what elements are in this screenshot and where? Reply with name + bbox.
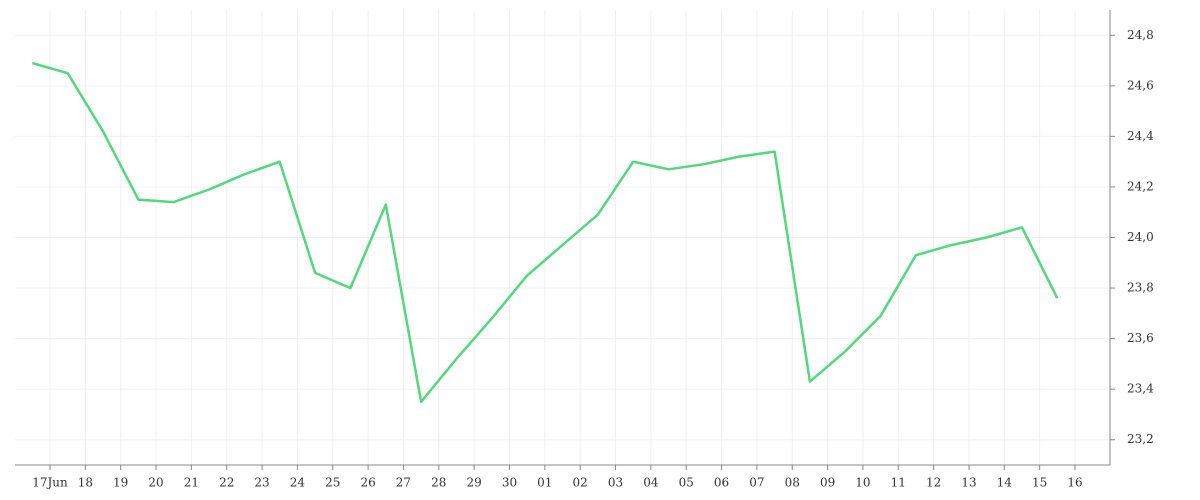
x-tick-label: 06 bbox=[714, 476, 729, 490]
y-tick-label: 23,6 bbox=[1127, 331, 1154, 345]
x-tick-label: 18 bbox=[78, 476, 93, 490]
x-tick-label: 03 bbox=[608, 476, 623, 490]
x-tick-label: 16 bbox=[1067, 476, 1082, 490]
x-tick-label: 25 bbox=[325, 476, 340, 490]
x-tick-label: 09 bbox=[820, 476, 835, 490]
x-tick-label: 29 bbox=[466, 476, 481, 490]
y-tick-label: 24,8 bbox=[1127, 28, 1154, 42]
x-tick-label: 07 bbox=[749, 476, 764, 490]
y-tick-label: 23,2 bbox=[1127, 432, 1154, 446]
y-tick-label: 24,0 bbox=[1127, 230, 1154, 244]
x-tick-label: 10 bbox=[855, 476, 870, 490]
x-tick-label: 26 bbox=[360, 476, 375, 490]
x-tick-label: 01 bbox=[537, 476, 552, 490]
x-tick-label: 17Jun bbox=[32, 476, 68, 490]
y-tick-label: 24,2 bbox=[1127, 179, 1154, 193]
x-tick-label: 28 bbox=[431, 476, 446, 490]
x-tick-label: 27 bbox=[396, 476, 411, 490]
y-tick-label: 23,8 bbox=[1127, 281, 1154, 295]
x-tick-label: 23 bbox=[254, 476, 269, 490]
x-tick-label: 05 bbox=[679, 476, 694, 490]
x-tick-label: 14 bbox=[997, 476, 1013, 490]
x-tick-label: 12 bbox=[926, 476, 941, 490]
y-tick-label: 23,4 bbox=[1127, 382, 1154, 396]
x-tick-label: 24 bbox=[290, 476, 306, 490]
x-tick-label: 19 bbox=[113, 476, 128, 490]
x-tick-label: 15 bbox=[1032, 476, 1047, 490]
x-tick-label: 11 bbox=[891, 476, 906, 490]
x-tick-label: 13 bbox=[961, 476, 976, 490]
x-tick-label: 30 bbox=[502, 476, 517, 490]
x-tick-label: 02 bbox=[573, 476, 588, 490]
x-tick-label: 20 bbox=[148, 476, 163, 490]
x-tick-label: 21 bbox=[184, 476, 199, 490]
y-tick-label: 24,6 bbox=[1127, 78, 1154, 92]
y-tick-label: 24,4 bbox=[1127, 129, 1154, 143]
x-tick-label: 04 bbox=[643, 476, 659, 490]
price-line bbox=[31, 61, 1059, 404]
x-tick-label: 08 bbox=[785, 476, 800, 490]
x-tick-label: 22 bbox=[219, 476, 234, 490]
